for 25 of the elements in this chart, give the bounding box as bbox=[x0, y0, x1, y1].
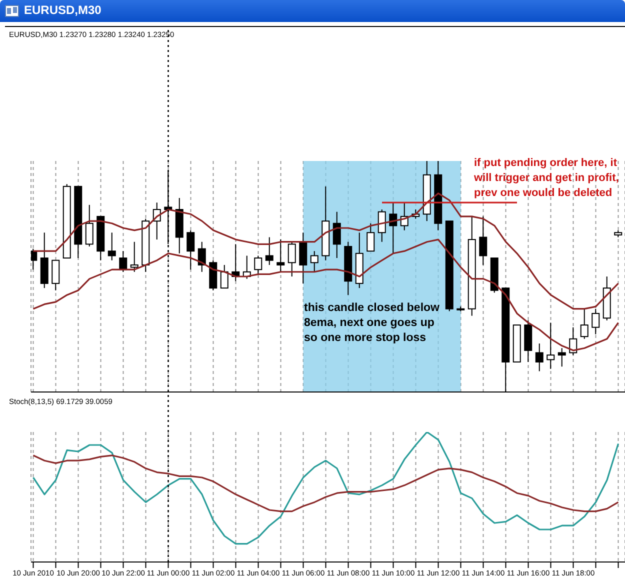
candlestick bbox=[580, 308, 588, 340]
candlestick bbox=[535, 342, 544, 372]
annotation: this candle closed below 8ema, next one goes up so one more stop loss bbox=[304, 302, 440, 344]
candlestick bbox=[299, 232, 308, 284]
candlestick bbox=[130, 241, 138, 272]
candlestick bbox=[265, 236, 274, 266]
candlestick bbox=[558, 348, 566, 368]
candlestick bbox=[52, 260, 60, 291]
candlestick bbox=[592, 308, 600, 335]
candlestick bbox=[288, 241, 296, 277]
candlestick bbox=[220, 264, 228, 289]
annotation: if put pending order here, it will trigger and get in profit, prev one would be deleted bbox=[474, 157, 619, 199]
candlestick bbox=[276, 239, 285, 272]
candlestick bbox=[186, 230, 195, 270]
candlestick bbox=[254, 255, 262, 275]
candlestick bbox=[108, 232, 116, 261]
candlestick bbox=[546, 322, 555, 370]
chart-title: EURUSD,M30 bbox=[24, 3, 102, 17]
candlestick bbox=[119, 250, 128, 272]
candlestick bbox=[85, 204, 94, 247]
candlestick bbox=[378, 209, 386, 242]
candlestick bbox=[310, 250, 318, 272]
candlestick bbox=[332, 211, 341, 259]
candlestick bbox=[366, 222, 375, 252]
candlestick bbox=[479, 216, 488, 266]
